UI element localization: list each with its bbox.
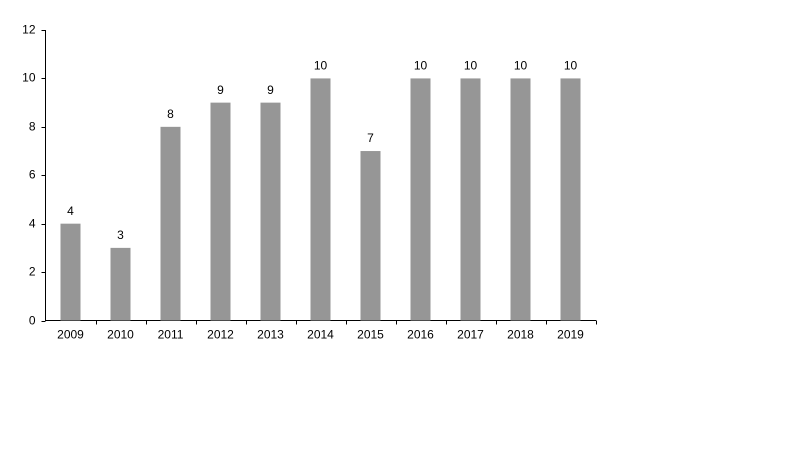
y-tick-label: 0 [29,314,36,328]
x-tick-label: 2017 [457,328,484,342]
data-label: 10 [464,59,478,73]
y-tick-label: 6 [29,168,36,182]
bar [460,78,481,321]
bar [510,78,531,321]
bar [160,126,181,321]
x-tick-label: 2013 [257,328,284,342]
y-tick-label: 8 [29,120,36,134]
bar [260,102,281,321]
bar [110,247,131,321]
x-tick-label: 2010 [107,328,134,342]
data-label: 10 [314,59,328,73]
y-tick-label: 4 [29,217,36,231]
y-tick-label: 10 [22,71,36,85]
data-label: 4 [67,204,74,218]
y-tick-label: 2 [29,265,36,279]
data-label: 10 [414,59,428,73]
bar [310,78,331,321]
bar [60,223,81,321]
data-label: 10 [564,59,578,73]
data-label: 10 [514,59,528,73]
data-label: 8 [167,107,174,121]
y-tick-label: 12 [22,23,36,37]
bar [210,102,231,321]
bar [360,151,381,321]
data-label: 7 [367,131,374,145]
x-tick-label: 2012 [207,328,234,342]
bar [560,78,581,321]
data-label: 9 [267,83,274,97]
x-tick-label: 2016 [407,328,434,342]
x-tick-label: 2014 [307,328,334,342]
data-label: 9 [217,83,224,97]
x-tick-label: 2018 [507,328,534,342]
data-label: 3 [117,228,124,242]
bar [410,78,431,321]
x-tick-label: 2011 [158,328,184,342]
x-tick-label: 2015 [357,328,384,342]
x-tick-label: 2019 [557,328,584,342]
x-tick-label: 2009 [57,328,84,342]
